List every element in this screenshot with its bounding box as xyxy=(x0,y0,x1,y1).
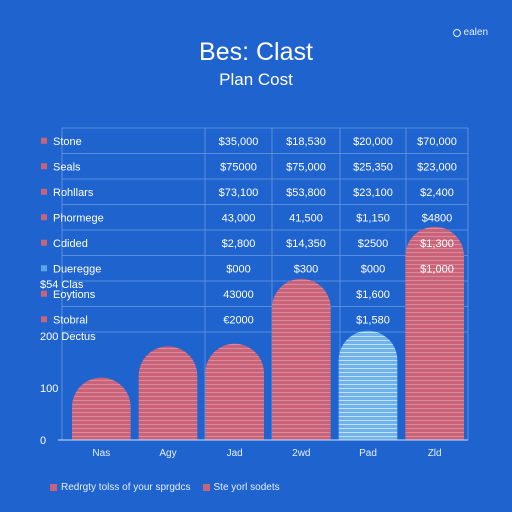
table-cell: $75000 xyxy=(220,161,257,173)
table-cell: $1,600 xyxy=(356,289,390,301)
chart-subtitle: Plan Cost xyxy=(219,70,293,89)
row-marker xyxy=(41,239,47,246)
row-marker xyxy=(41,316,47,323)
table-cell: 43000 xyxy=(223,289,254,301)
bar xyxy=(338,330,398,440)
table-cell: $14,350 xyxy=(286,238,326,250)
row-marker xyxy=(41,290,47,297)
row-marker xyxy=(41,188,47,195)
row-label: Phormege xyxy=(53,212,104,224)
table-cell: $23,100 xyxy=(353,187,393,199)
x-tick-label: Nas xyxy=(92,448,110,459)
table-cell: $35,000 xyxy=(219,136,259,148)
y-tick-label: 200 Dectus xyxy=(40,331,96,343)
row-label: Dueregge xyxy=(53,263,101,275)
row-label: Stobral xyxy=(53,314,88,326)
table-cell: $2,800 xyxy=(222,238,256,250)
chart-title: Bes: Clast xyxy=(199,38,313,66)
table-cell: $1,580 xyxy=(356,314,390,326)
table-cell: $75,000 xyxy=(286,161,326,173)
table-cell: $1,150 xyxy=(356,212,390,224)
row-marker xyxy=(41,163,47,170)
table-cell: $000 xyxy=(361,263,385,275)
row-marker xyxy=(41,137,47,144)
x-tick-label: Agy xyxy=(159,448,176,459)
legend-swatch xyxy=(50,484,57,491)
table-cell: 43,000 xyxy=(222,212,256,224)
row-label: Stone xyxy=(53,136,82,148)
table-cell: €2000 xyxy=(223,314,254,326)
y-tick-label: 0 xyxy=(40,435,46,447)
row-label: Rohllars xyxy=(53,187,94,199)
circle-icon xyxy=(452,28,461,37)
x-tick-label: Jad xyxy=(227,448,243,459)
y-tick-label: $54 Clas xyxy=(40,279,84,291)
table-cell: $25,350 xyxy=(353,161,393,173)
row-marker xyxy=(41,265,47,272)
table-cell: $23,000 xyxy=(417,161,457,173)
x-tick-label: Pad xyxy=(359,448,377,459)
table-cell: $300 xyxy=(294,263,318,275)
bar xyxy=(272,278,331,440)
bar xyxy=(138,346,198,440)
row-marker xyxy=(41,214,47,221)
y-tick-label: 100 xyxy=(40,383,58,395)
row-label: Cdided xyxy=(53,238,88,250)
table-cell: $70,000 xyxy=(417,136,457,148)
bar xyxy=(72,377,131,440)
legend-item: Redrgty tolss of your sprgdcs xyxy=(50,482,191,493)
brand-badge-label: ealen xyxy=(463,27,488,38)
table-cell: $4800 xyxy=(422,212,453,224)
bar xyxy=(205,343,264,440)
table-cell: 41,500 xyxy=(289,212,323,224)
table-cell: $18,530 xyxy=(286,136,326,148)
legend-swatch xyxy=(202,484,210,491)
row-label: Seals xyxy=(53,161,81,173)
brand-badge: ealen xyxy=(452,27,488,38)
table-cell: $1,000 xyxy=(420,263,454,275)
bar xyxy=(405,226,464,440)
table-cell: $2500 xyxy=(358,238,389,250)
table-cell: $73,100 xyxy=(219,187,259,199)
legend: Redrgty tolss of your sprgdcs Ste yorl s… xyxy=(50,482,280,493)
table-cell: $000 xyxy=(226,263,250,275)
table-cell: $2,400 xyxy=(420,187,454,199)
table-cell: $53,800 xyxy=(286,187,326,199)
table-cell: $20,000 xyxy=(353,136,393,148)
legend-label: Ste yorl sodets xyxy=(213,482,280,493)
x-tick-label: Zld xyxy=(428,448,442,459)
legend-label: Redrgty tolss of your sprgdcs xyxy=(61,482,191,493)
legend-item: Ste yorl sodets xyxy=(202,482,280,493)
row-label: Eoytions xyxy=(53,289,96,301)
x-tick-label: 2wd xyxy=(292,448,310,459)
table-cell: $1,300 xyxy=(420,238,454,250)
